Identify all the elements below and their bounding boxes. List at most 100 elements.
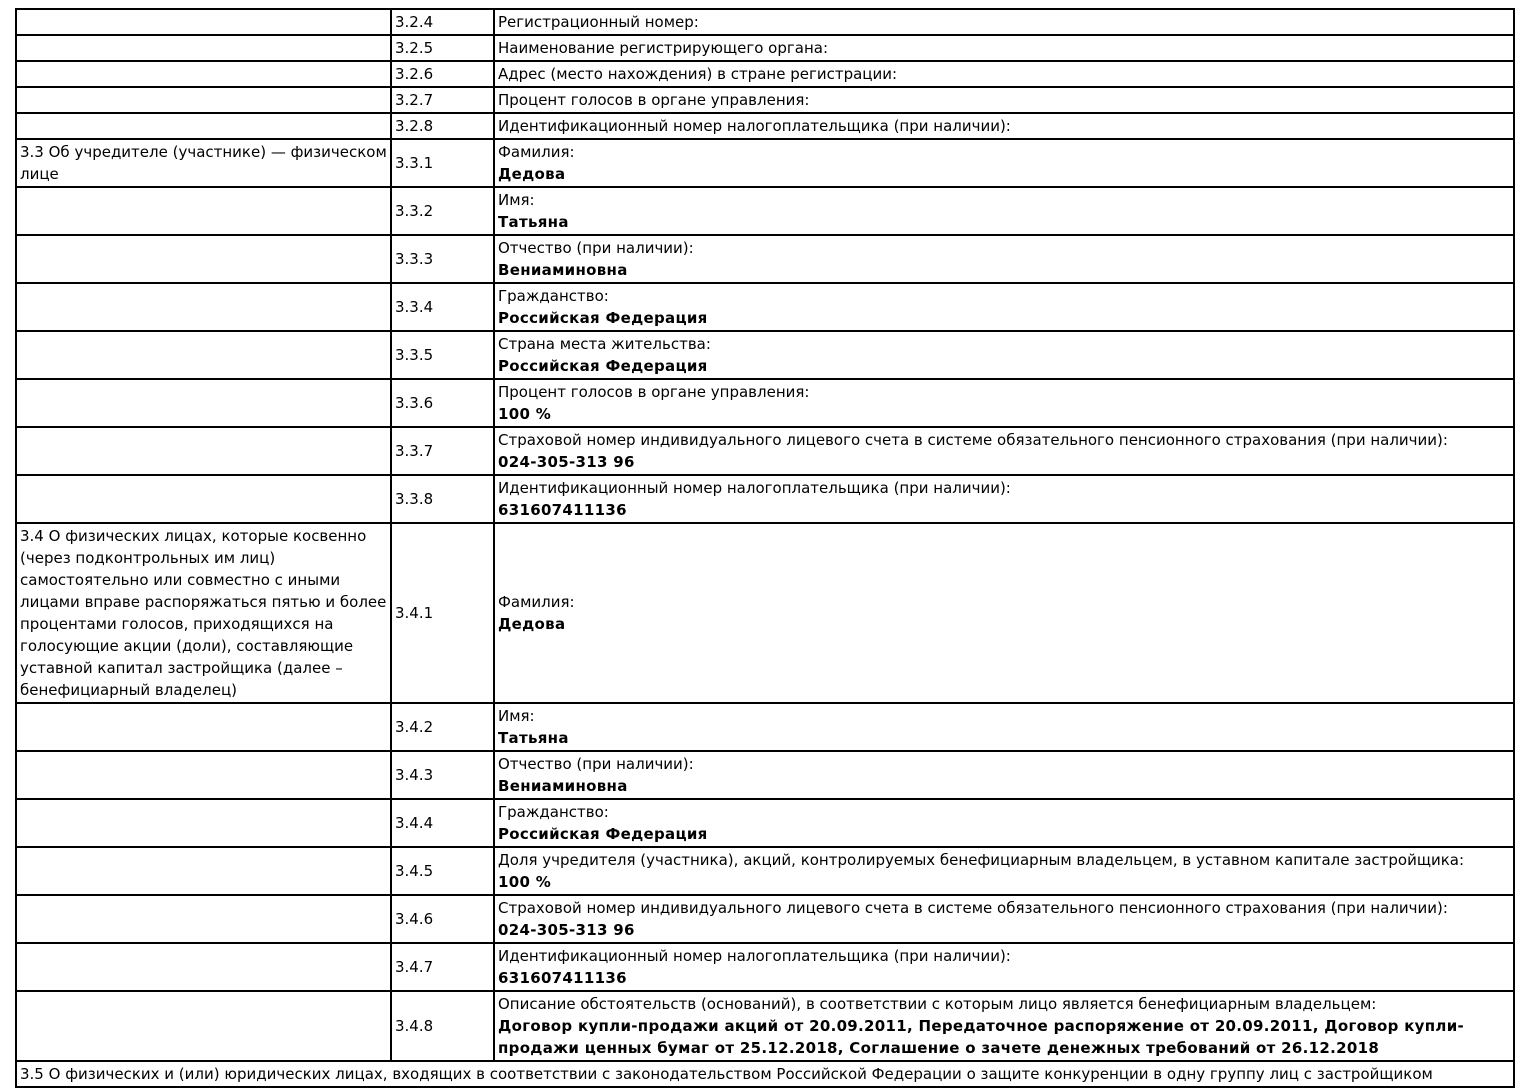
item-number-cell: 3.3.4 bbox=[390, 282, 495, 332]
table-row: 3.3.7 Страховой номер индивидуального лиц… bbox=[15, 426, 1515, 476]
item-number-cell: 3.4.2 bbox=[390, 702, 495, 752]
item-number-cell: 3.3.6 bbox=[390, 378, 495, 428]
field-label: Описание обстоятельств (оснований), в со… bbox=[498, 995, 1377, 1013]
item-number-cell: 3.2.8 bbox=[390, 112, 495, 140]
declaration-table: 3.2.4 Регистрационный номер: 3.2.5 Наименов… bbox=[15, 8, 1515, 1088]
field-label: Фамилия: bbox=[498, 143, 575, 161]
table-row: 3.3.4 Гражданство: Российская Федерация bbox=[15, 282, 1515, 332]
field-value: Российская Федерация bbox=[498, 357, 708, 375]
content-cell: Регистрационный номер: bbox=[493, 8, 1515, 36]
item-number-cell: 3.4.6 bbox=[390, 894, 495, 944]
field-label: Отчество (при наличии): bbox=[498, 239, 694, 257]
field-value: Вениаминовна bbox=[498, 261, 628, 279]
section-cell bbox=[15, 942, 392, 992]
content-cell: Гражданство: Российская Федерация bbox=[493, 282, 1515, 332]
section-cell bbox=[15, 112, 392, 140]
field-label: Идентификационный номер налогоплательщик… bbox=[498, 117, 1011, 135]
table-row: 3.4.8 Описание обстоятельств (оснований),… bbox=[15, 990, 1515, 1062]
content-cell: Имя: Татьяна bbox=[493, 186, 1515, 236]
field-label: Страховой номер индивидуального лицевого… bbox=[498, 431, 1448, 449]
field-label: Страховой номер индивидуального лицевого… bbox=[498, 899, 1448, 917]
field-label: Отчество (при наличии): bbox=[498, 755, 694, 773]
section-cell bbox=[15, 894, 392, 944]
item-number-cell: 3.2.6 bbox=[390, 60, 495, 88]
section-cell: 3.4 О физических лицах, которые косвенно… bbox=[15, 522, 392, 704]
content-cell: Процент голосов в органе управления: bbox=[493, 86, 1515, 114]
table-row: 3.4 О физических лицах, которые косвенно… bbox=[15, 522, 1515, 704]
table-row: 3.2.7 Процент голосов в органе управления… bbox=[15, 86, 1515, 114]
table-row: 3.4.2 Имя: Татьяна bbox=[15, 702, 1515, 752]
item-number-cell: 3.4.1 bbox=[390, 522, 495, 704]
content-cell: Гражданство: Российская Федерация bbox=[493, 798, 1515, 848]
table-row: 3.3.2 Имя: Татьяна bbox=[15, 186, 1515, 236]
content-cell: Отчество (при наличии): Вениаминовна bbox=[493, 234, 1515, 284]
field-label: Идентификационный номер налогоплательщик… bbox=[498, 947, 1011, 965]
table-row: 3.4.3 Отчество (при наличии): Вениаминовна bbox=[15, 750, 1515, 800]
item-number-cell: 3.4.4 bbox=[390, 798, 495, 848]
field-value: 631607411136 bbox=[498, 501, 627, 519]
content-cell: Адрес (место нахождения) в стране регист… bbox=[493, 60, 1515, 88]
field-label: Адрес (место нахождения) в стране регист… bbox=[498, 65, 898, 83]
section-cell bbox=[15, 798, 392, 848]
section-cell bbox=[15, 86, 392, 114]
content-cell: Идентификационный номер налогоплательщик… bbox=[493, 474, 1515, 524]
content-cell: Идентификационный номер налогоплательщик… bbox=[493, 112, 1515, 140]
section-cell bbox=[15, 426, 392, 476]
content-cell: Имя: Татьяна bbox=[493, 702, 1515, 752]
content-cell: Идентификационный номер налогоплательщик… bbox=[493, 942, 1515, 992]
field-label: Страна места жительства: bbox=[498, 335, 711, 353]
section-cell bbox=[15, 282, 392, 332]
field-value: Российская Федерация bbox=[498, 825, 708, 843]
section-cell bbox=[15, 702, 392, 752]
field-label: Процент голосов в органе управления: bbox=[498, 383, 810, 401]
item-number-cell: 3.2.7 bbox=[390, 86, 495, 114]
section-cell bbox=[15, 234, 392, 284]
content-cell: Страховой номер индивидуального лицевого… bbox=[493, 426, 1515, 476]
table-row: 3.4.7 Идентификационный номер налогоплате… bbox=[15, 942, 1515, 992]
field-label: Имя: bbox=[498, 707, 535, 725]
table-row: 3.3.5 Страна места жительства: Российская … bbox=[15, 330, 1515, 380]
field-value: 024-305-313 96 bbox=[498, 921, 635, 939]
section-3-5-heading: 3.5 О физических и (или) юридических лиц… bbox=[15, 1060, 1515, 1088]
table-row: 3.2.5 Наименование регистрирующего органа… bbox=[15, 34, 1515, 62]
content-cell: Описание обстоятельств (оснований), в со… bbox=[493, 990, 1515, 1062]
content-cell: Доля учредителя (участника), акций, конт… bbox=[493, 846, 1515, 896]
item-number-cell: 3.4.3 bbox=[390, 750, 495, 800]
section-cell bbox=[15, 330, 392, 380]
field-value: Вениаминовна bbox=[498, 777, 628, 795]
table-row: 3.4.6 Страховой номер индивидуального лиц… bbox=[15, 894, 1515, 944]
item-number-cell: 3.3.2 bbox=[390, 186, 495, 236]
item-number-cell: 3.2.4 bbox=[390, 8, 495, 36]
field-value: 631607411136 bbox=[498, 969, 627, 987]
field-value: Договор купли-продажи акций от 20.09.201… bbox=[498, 1017, 1465, 1057]
section-cell bbox=[15, 34, 392, 62]
item-number-cell: 3.3.5 bbox=[390, 330, 495, 380]
field-value: Татьяна bbox=[498, 213, 569, 231]
table-row: 3.3.6 Процент голосов в органе управления… bbox=[15, 378, 1515, 428]
item-number-cell: 3.3.1 bbox=[390, 138, 495, 188]
field-value: 024-305-313 96 bbox=[498, 453, 635, 471]
field-label: Наименование регистрирующего органа: bbox=[498, 39, 828, 57]
content-cell: Процент голосов в органе управления: 100 … bbox=[493, 378, 1515, 428]
item-number-cell: 3.4.8 bbox=[390, 990, 495, 1062]
item-number-cell: 3.4.7 bbox=[390, 942, 495, 992]
section-cell bbox=[15, 474, 392, 524]
field-value: Татьяна bbox=[498, 729, 569, 747]
content-cell: Наименование регистрирующего органа: bbox=[493, 34, 1515, 62]
table-row: 3.2.4 Регистрационный номер: bbox=[15, 8, 1515, 36]
field-value: Дедова bbox=[498, 165, 566, 183]
section-cell bbox=[15, 750, 392, 800]
field-label: Фамилия: bbox=[498, 593, 575, 611]
field-value: 100 % bbox=[498, 405, 552, 423]
content-cell: Фамилия: Дедова bbox=[493, 138, 1515, 188]
section-cell bbox=[15, 378, 392, 428]
field-label: Процент голосов в органе управления: bbox=[498, 91, 810, 109]
item-number-cell: 3.2.5 bbox=[390, 34, 495, 62]
table-row: 3.3.3 Отчество (при наличии): Вениаминовна bbox=[15, 234, 1515, 284]
field-value: Дедова bbox=[498, 615, 566, 633]
field-value: 100 % bbox=[498, 873, 552, 891]
table-row: 3.3.8 Идентификационный номер налогоплате… bbox=[15, 474, 1515, 524]
section-cell bbox=[15, 60, 392, 88]
table-row: 3.2.6 Адрес (место нахождения) в стране р… bbox=[15, 60, 1515, 88]
